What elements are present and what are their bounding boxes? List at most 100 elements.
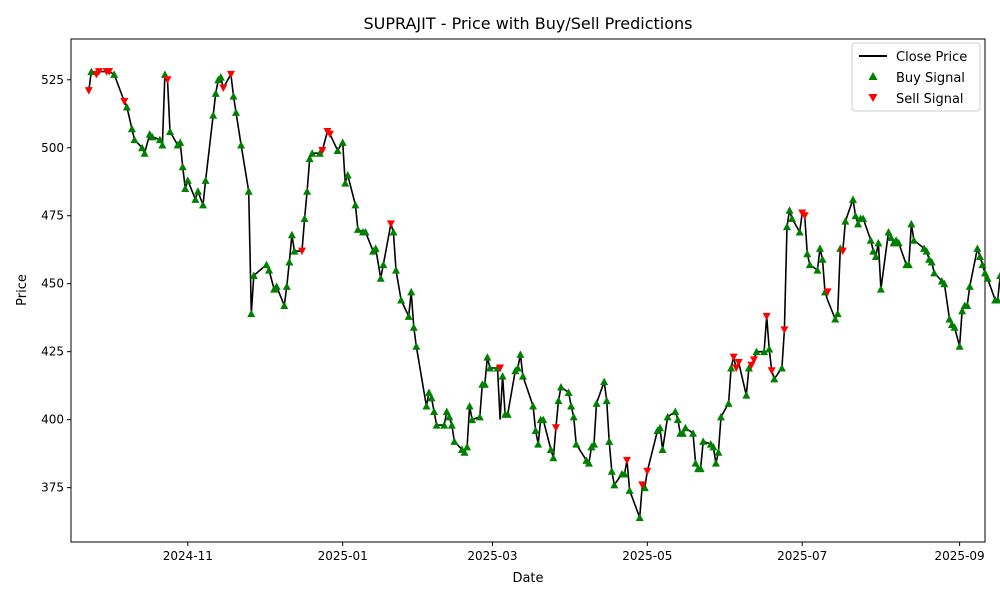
sell-signal-marker	[120, 98, 129, 106]
buy-signal-marker	[567, 402, 576, 410]
buy-signal-marker	[927, 257, 936, 266]
buy-signal-marker	[805, 260, 814, 269]
buy-signal-marker	[788, 214, 797, 222]
sell-signal-marker	[551, 424, 560, 432]
buy-signal-marker	[554, 396, 563, 405]
buy-signal-marker	[709, 442, 718, 451]
buy-signal-marker	[590, 440, 599, 448]
buy-signal-marker	[681, 423, 690, 432]
sell-signal-marker	[823, 288, 832, 296]
buy-signal-marker	[130, 135, 139, 144]
buy-signal-marker	[770, 374, 779, 383]
y-tick-label: 500	[41, 141, 64, 155]
buy-signal-marker	[303, 187, 312, 195]
sell-signal-marker	[105, 68, 114, 76]
buy-signal-marker	[696, 464, 705, 473]
buy-signal-marker	[871, 252, 880, 261]
sell-signal-marker	[219, 84, 228, 92]
buy-signal-marker	[181, 184, 190, 193]
buy-signal-marker	[412, 342, 421, 350]
buy-signal-marker	[699, 437, 708, 445]
buy-signal-marker	[557, 383, 566, 391]
buy-signal-marker	[183, 176, 192, 184]
buy-signal-marker	[795, 228, 804, 236]
buy-signal-marker	[430, 407, 439, 415]
buy-signal-marker	[127, 124, 136, 133]
buy-signal-marker	[516, 350, 525, 358]
buy-signal-marker	[848, 195, 857, 203]
sell-signal-marker	[386, 220, 395, 228]
x-tick-label: 2025-09	[935, 549, 985, 563]
buy-signal-marker	[610, 480, 619, 489]
sell-signal-marker	[749, 356, 758, 364]
buy-signal-marker	[711, 459, 720, 467]
sell-signal-marker	[318, 146, 327, 155]
buy-signal-marker	[663, 412, 672, 421]
buy-signal-marker	[333, 146, 342, 154]
buy-signal-marker	[678, 429, 687, 437]
buy-signal-marker	[529, 402, 538, 410]
buy-signal-marker	[518, 372, 527, 380]
buy-signal-marker	[884, 228, 893, 236]
buy-signals	[87, 67, 1000, 522]
buy-signal-marker	[229, 92, 238, 100]
buy-signal-marker	[539, 415, 548, 424]
buy-signal-marker	[714, 448, 723, 456]
buy-signal-marker	[191, 195, 200, 203]
buy-signal-marker	[379, 260, 388, 269]
buy-signal-marker	[744, 363, 753, 372]
buy-signal-marker	[996, 271, 1000, 280]
sell-signal-marker	[643, 467, 652, 476]
buy-signal-marker	[176, 138, 185, 146]
buy-signal-marker	[887, 233, 896, 241]
buy-signal-marker	[308, 149, 317, 157]
buy-signal-marker	[351, 200, 360, 209]
sell-signal-marker	[496, 364, 505, 372]
legend-buy-swatch	[868, 72, 878, 80]
buy-signal-marker	[199, 200, 208, 209]
buy-signal-marker	[110, 70, 119, 78]
buy-signal-marker	[87, 67, 96, 76]
sell-signals	[84, 68, 847, 489]
buy-signal-marker	[716, 412, 725, 421]
sell-signal-marker	[638, 481, 647, 489]
buy-signal-marker	[803, 249, 812, 258]
buy-signal-marker	[315, 149, 324, 157]
sell-signal-marker	[84, 87, 93, 95]
buy-signal-marker	[305, 154, 314, 163]
buy-signal-marker	[237, 141, 246, 149]
sell-signal-marker	[298, 247, 307, 256]
buy-signal-marker	[907, 219, 916, 228]
buy-signal-marker	[391, 266, 400, 274]
buy-signal-marker	[463, 442, 472, 451]
buy-signal-marker	[635, 513, 644, 522]
buy-signal-marker	[841, 217, 850, 225]
buy-signal-marker	[869, 247, 878, 255]
buy-signal-marker	[760, 347, 769, 356]
buy-signal-marker	[777, 363, 786, 372]
buy-signal-marker	[546, 445, 555, 454]
buy-signal-marker	[584, 459, 593, 467]
buy-signal-marker	[592, 399, 601, 407]
buy-signal-marker	[341, 179, 350, 187]
buy-signal-marker	[424, 388, 433, 396]
buy-signal-marker	[752, 347, 761, 356]
buy-signal-marker	[981, 268, 989, 277]
buy-signal-marker	[265, 266, 274, 274]
x-tick-label: 2025-05	[622, 549, 672, 563]
buy-signal-marker	[513, 363, 522, 372]
buy-signal-marker	[343, 170, 352, 179]
x-tick-label: 2024-11	[163, 549, 213, 563]
y-tick-label: 375	[41, 481, 64, 495]
sell-signal-marker	[780, 326, 789, 334]
buy-signal-marker	[483, 353, 492, 361]
buy-signal-marker	[232, 108, 241, 116]
buy-signal-marker	[249, 271, 258, 280]
buy-signal-marker	[978, 260, 987, 269]
buy-signal-marker	[658, 445, 667, 454]
buy-signal-marker	[673, 415, 682, 424]
buy-signal-marker	[285, 257, 294, 266]
buy-signal-marker	[742, 391, 751, 399]
buy-signal-marker	[422, 402, 431, 410]
